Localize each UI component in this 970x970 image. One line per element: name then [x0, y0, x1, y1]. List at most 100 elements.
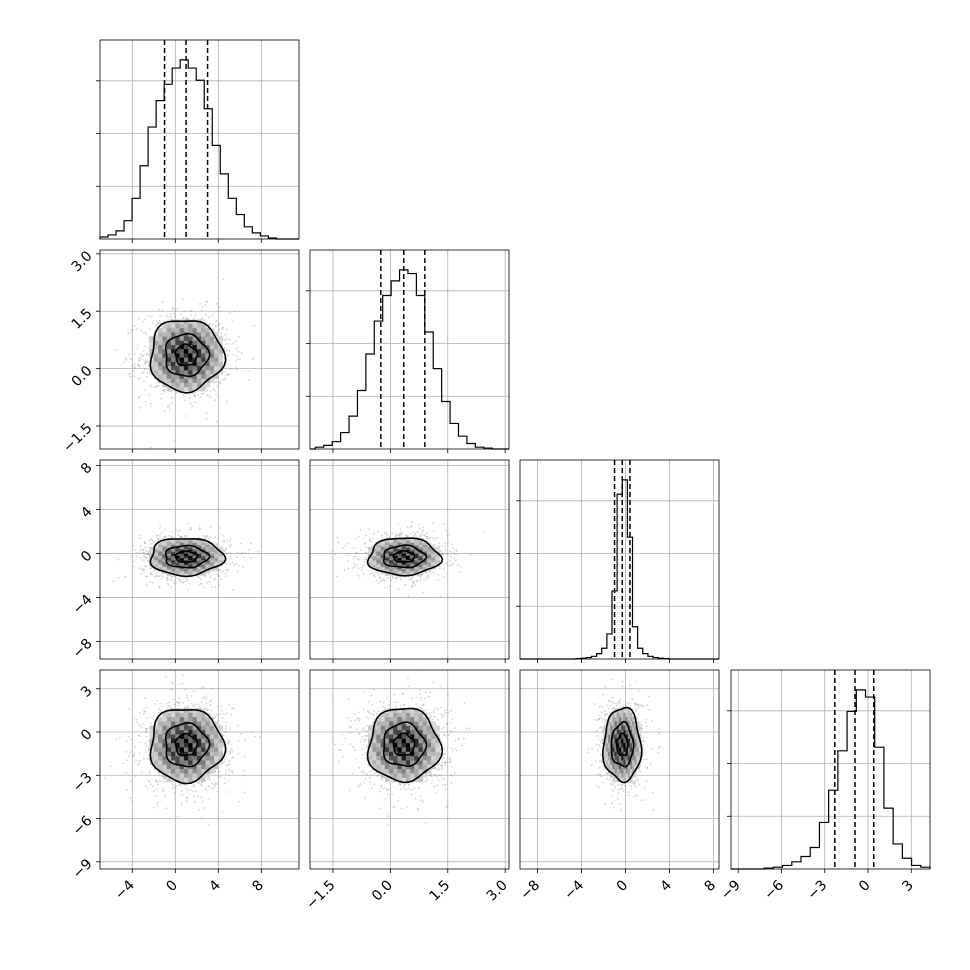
density-cell [393, 549, 398, 552]
sample-point [146, 360, 148, 363]
sample-point [362, 572, 365, 575]
density-cell [201, 378, 206, 383]
density-cell [380, 566, 386, 570]
sample-point [219, 724, 222, 726]
sample-point [182, 701, 184, 704]
sample-point [136, 347, 139, 350]
sample-point [377, 572, 379, 575]
sample-point [145, 730, 147, 732]
density-cell [201, 365, 206, 371]
density-cell [205, 365, 211, 371]
sample-point [227, 373, 229, 376]
sample-point [178, 696, 181, 699]
sample-point [126, 759, 129, 762]
density-cell [389, 553, 394, 556]
sample-point [240, 542, 242, 545]
density-cell [201, 542, 206, 545]
density-cell [384, 546, 390, 550]
sample-point [128, 373, 131, 376]
density-cell [153, 348, 159, 354]
density-cell [205, 332, 211, 337]
density-cell [372, 557, 377, 561]
density-cell [376, 557, 381, 561]
sample-point [232, 342, 235, 345]
sample-point [182, 581, 184, 584]
sample-point [225, 712, 228, 715]
sample-point [222, 539, 225, 542]
sample-point [146, 717, 148, 720]
sample-point [363, 558, 366, 561]
density-cell [192, 555, 198, 559]
density-cell [153, 549, 159, 552]
sample-point [202, 392, 205, 395]
density-cell [179, 549, 185, 552]
sample-point [219, 578, 222, 581]
density-cell [166, 369, 172, 375]
sample-point [169, 575, 172, 578]
density-cell [179, 557, 185, 561]
density-cell [149, 348, 155, 354]
density-cell [380, 549, 386, 552]
density-cell [175, 571, 180, 574]
sample-point [171, 681, 173, 684]
density-cell [192, 365, 198, 371]
density-cell [414, 562, 419, 565]
sample-point [205, 314, 207, 316]
sample-point [143, 554, 146, 557]
sample-point [185, 787, 188, 790]
sample-point [229, 368, 232, 370]
sample-point [133, 752, 136, 755]
sample-point [136, 764, 139, 766]
density-cell [158, 557, 163, 561]
density-cell [188, 540, 193, 543]
density-cell [183, 357, 189, 362]
density-cell [188, 546, 193, 550]
sample-point [129, 372, 131, 375]
sample-point [358, 558, 361, 561]
density-cell [162, 340, 167, 346]
density-cell [192, 332, 198, 337]
sample-point [221, 326, 224, 329]
sample-point [223, 549, 225, 551]
sample-point [444, 545, 446, 548]
sample-point [138, 550, 141, 552]
sample-point [214, 325, 217, 328]
sample-point [209, 700, 212, 703]
sample-point [222, 569, 224, 572]
sample-point [188, 397, 191, 400]
sample-point [405, 534, 408, 537]
density-cell [380, 551, 386, 554]
sample-point [214, 586, 217, 589]
density-cell [422, 562, 428, 565]
density-cell [183, 557, 189, 561]
sample-point [335, 575, 338, 578]
sample-point [178, 683, 181, 686]
density-cell [372, 555, 377, 559]
density-cell [188, 555, 193, 559]
sample-point [406, 535, 408, 538]
density-cell [162, 348, 167, 354]
sample-point [220, 533, 223, 536]
density-cell [201, 540, 206, 543]
sample-point [361, 566, 364, 569]
density-cell [414, 553, 419, 556]
density-cell [149, 553, 155, 556]
sample-point [159, 527, 162, 529]
density-cell [153, 365, 159, 371]
sample-point [129, 796, 132, 799]
sample-point [224, 782, 226, 785]
density-cell [401, 553, 407, 556]
sample-point [150, 573, 153, 576]
density-cell [422, 551, 428, 554]
sample-point [139, 353, 142, 356]
sample-point [235, 340, 237, 343]
density-cell [153, 560, 159, 563]
sample-point [163, 536, 166, 539]
density-cell [166, 365, 172, 371]
sample-point [219, 322, 221, 325]
sample-point [180, 580, 183, 583]
sample-point [140, 329, 142, 332]
density-cell [393, 566, 398, 570]
sample-point [440, 549, 442, 552]
sample-point [143, 559, 145, 562]
